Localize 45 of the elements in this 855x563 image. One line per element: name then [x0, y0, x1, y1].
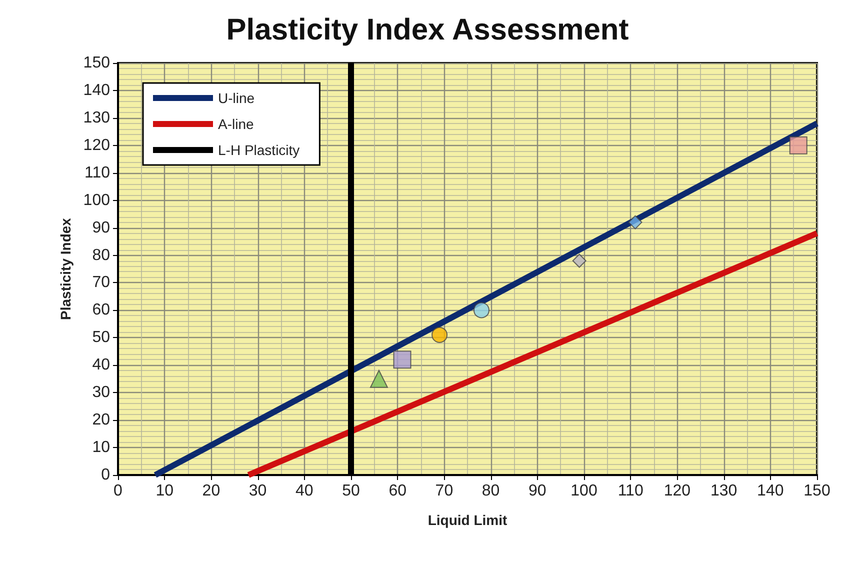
y-tick-label: 140	[83, 82, 110, 99]
y-tick-label: 110	[84, 164, 110, 182]
x-tick-label: 110	[618, 482, 644, 500]
point	[473, 302, 490, 318]
y-tick-label: 0	[101, 466, 110, 484]
y-tick-label: 130	[83, 109, 110, 126]
chart-title: Plasticity Index Assessment	[226, 14, 629, 46]
legend-label: L-H Plasticity	[218, 142, 300, 158]
x-tick-label: 30	[248, 482, 267, 500]
y-tick-label: 60	[92, 302, 110, 319]
point	[370, 370, 388, 388]
y-tick-label: 100	[83, 192, 110, 209]
y-tick-label: 150	[83, 54, 110, 72]
point	[432, 326, 448, 343]
point	[628, 215, 642, 230]
y-tick-label: 80	[92, 246, 110, 264]
legend-label: A-line	[218, 116, 254, 132]
x-tick-label: 90	[528, 482, 546, 500]
x-tick-label: 120	[664, 482, 691, 500]
y-tick-label: 30	[92, 384, 110, 402]
x-tick-label: 20	[202, 482, 220, 500]
y-tick-label: 90	[92, 219, 110, 236]
y-tick-label: 50	[92, 329, 110, 346]
x-tick-label: 60	[388, 482, 407, 500]
x-tick-label: 140	[757, 482, 784, 500]
x-tick-label: 130	[710, 482, 738, 500]
y-tick-label: 120	[83, 136, 110, 154]
point	[572, 254, 586, 268]
point	[393, 350, 412, 369]
x-tick-label: 10	[156, 482, 174, 500]
y-tick-label: 10	[92, 439, 110, 456]
y-tick-label: 20	[92, 412, 110, 429]
legend-label: U-line	[218, 90, 255, 106]
x-tick-label: 80	[482, 482, 500, 500]
x-tick-label: 100	[570, 482, 598, 500]
y-axis-title: Plasticity Index	[57, 218, 74, 320]
x-tick-label: 150	[804, 482, 830, 500]
x-tick-label: 70	[435, 482, 454, 500]
point	[789, 136, 808, 154]
y-tick-label: 40	[92, 356, 110, 374]
x-tick-label: 40	[296, 482, 314, 500]
y-tick-label: 70	[92, 274, 110, 292]
x-tick-label: 0	[114, 482, 123, 500]
x-axis-title: Liquid Limit	[428, 512, 508, 528]
x-tick-label: 50	[342, 482, 360, 500]
